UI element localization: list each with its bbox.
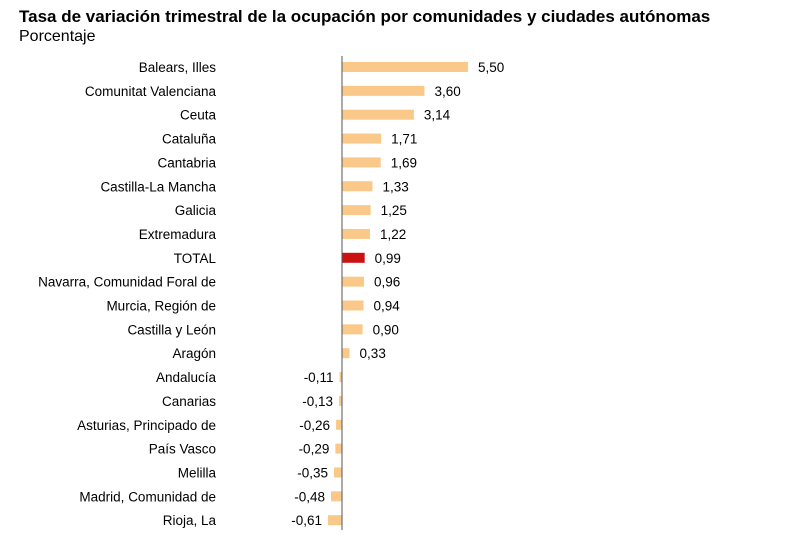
- value-label: -0,26: [299, 418, 330, 433]
- category-label: Castilla y León: [127, 322, 216, 337]
- value-label: -0,61: [291, 513, 322, 528]
- chart-subtitle: Porcentaje: [19, 28, 96, 45]
- value-label: 1,71: [391, 132, 417, 147]
- bar: [342, 324, 363, 335]
- value-label: 0,99: [375, 251, 401, 266]
- value-label: -0,29: [299, 442, 330, 457]
- value-label: -0,35: [297, 465, 328, 480]
- bar: [342, 348, 350, 359]
- value-label: 0,90: [373, 322, 399, 337]
- category-label: Murcia, Región de: [106, 299, 216, 314]
- bar: [342, 276, 364, 287]
- category-label: Navarra, Comunidad Foral de: [38, 275, 216, 290]
- category-label: Rioja, La: [163, 513, 217, 528]
- category-label: Cataluña: [162, 132, 217, 147]
- bar: [342, 300, 364, 311]
- bar: [342, 252, 365, 263]
- bar: [342, 205, 371, 216]
- bar: [333, 467, 342, 478]
- value-label: 3,60: [434, 84, 460, 99]
- value-label: 3,14: [424, 108, 451, 123]
- category-label: Ceuta: [180, 108, 217, 123]
- category-label: Aragón: [172, 346, 216, 361]
- value-label: 0,94: [374, 299, 401, 314]
- bar: [342, 62, 468, 72]
- bar: [328, 515, 342, 526]
- category-label: Galicia: [175, 203, 217, 218]
- category-label: Cantabria: [157, 155, 216, 170]
- value-label: 1,22: [380, 227, 406, 242]
- bar: [342, 181, 373, 192]
- category-label: País Vasco: [149, 442, 216, 457]
- bar: [342, 85, 425, 96]
- category-label: Andalucía: [156, 370, 217, 385]
- bar: [342, 157, 381, 168]
- bar: [342, 228, 370, 239]
- bar: [339, 372, 342, 383]
- value-label: 1,25: [381, 203, 407, 218]
- bar: [331, 491, 342, 502]
- bar: [335, 443, 342, 454]
- bar: [336, 419, 342, 430]
- category-label: Extremadura: [139, 227, 217, 242]
- category-label: Castilla-La Mancha: [100, 179, 216, 194]
- bar: [342, 133, 382, 144]
- category-label: Madrid, Comunidad de: [79, 489, 216, 504]
- value-label: 1,69: [391, 155, 417, 170]
- value-label: -0,13: [302, 394, 333, 409]
- category-label: Comunitat Valenciana: [85, 84, 217, 99]
- category-label: Melilla: [178, 465, 217, 480]
- bar: [339, 395, 342, 406]
- value-label: -0,48: [294, 489, 325, 504]
- bar: [342, 109, 414, 120]
- category-label: TOTAL: [174, 251, 217, 266]
- value-label: 0,96: [374, 275, 400, 290]
- value-label: 1,33: [382, 179, 408, 194]
- category-label: Balears, Illes: [139, 60, 217, 75]
- value-label: 0,33: [360, 346, 386, 361]
- category-label: Asturias, Principado de: [77, 418, 216, 433]
- chart-title: Tasa de variación trimestral de la ocupa…: [19, 7, 711, 26]
- category-label: Canarias: [162, 394, 216, 409]
- value-label: 5,50: [478, 60, 504, 75]
- value-label: -0,11: [304, 370, 334, 385]
